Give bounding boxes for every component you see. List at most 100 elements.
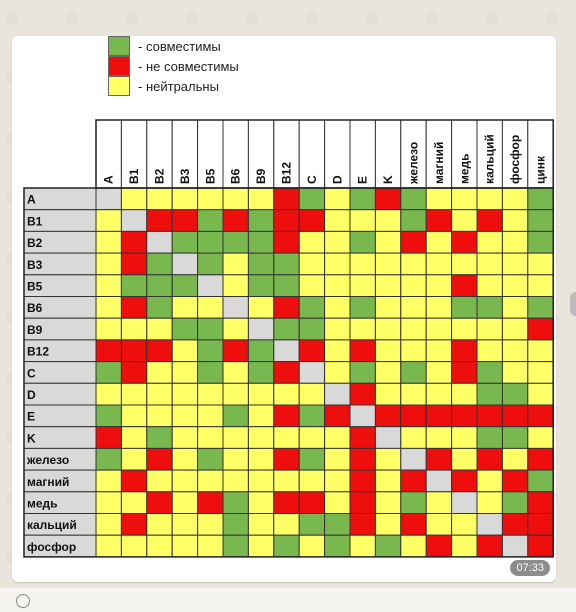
matrix-cell [528, 470, 553, 492]
column-header-label: B2 [153, 168, 167, 184]
matrix-cell [198, 514, 223, 536]
matrix-cell [375, 231, 400, 253]
matrix-cell [325, 427, 350, 449]
matrix-cell [147, 470, 172, 492]
matrix-cell [172, 448, 197, 470]
matrix-cell [426, 210, 451, 232]
matrix-cell [96, 188, 121, 210]
matrix-cell [198, 362, 223, 384]
matrix-cell [375, 188, 400, 210]
matrix-cell [350, 275, 375, 297]
emoji-icon[interactable] [16, 594, 30, 608]
matrix-cell [477, 492, 502, 514]
matrix-cell [274, 253, 299, 275]
matrix-cell [121, 448, 146, 470]
matrix-cell [147, 275, 172, 297]
column-header-label: C [305, 175, 319, 184]
matrix-cell [172, 275, 197, 297]
matrix-cell [350, 210, 375, 232]
matrix-cell [121, 318, 146, 340]
scroll-handle[interactable] [570, 292, 576, 316]
column-header-label: магний [432, 142, 446, 184]
matrix-cell [401, 275, 426, 297]
matrix-cell [147, 210, 172, 232]
matrix-cell [96, 231, 121, 253]
matrix-cell [121, 405, 146, 427]
matrix-cell [96, 253, 121, 275]
matrix-cell [121, 210, 146, 232]
matrix-cell [274, 492, 299, 514]
matrix-cell [147, 405, 172, 427]
matrix-cell [528, 514, 553, 536]
matrix-cell [401, 470, 426, 492]
image-message[interactable]: - совместимы - не совместимы - нейтральн… [12, 36, 556, 582]
matrix-cell [325, 253, 350, 275]
matrix-cell [350, 492, 375, 514]
matrix-cell [325, 231, 350, 253]
matrix-cell [223, 340, 248, 362]
matrix-cell [96, 405, 121, 427]
matrix-cell [502, 188, 527, 210]
matrix-cell [274, 383, 299, 405]
matrix-cell [147, 318, 172, 340]
matrix-cell [274, 405, 299, 427]
matrix-cell [299, 210, 324, 232]
column-header-label: B12 [280, 162, 294, 184]
matrix-cell [325, 470, 350, 492]
matrix-cell [147, 427, 172, 449]
matrix-cell [477, 253, 502, 275]
matrix-cell [248, 514, 273, 536]
matrix-cell [426, 275, 451, 297]
matrix-cell [223, 514, 248, 536]
matrix-cell [502, 514, 527, 536]
matrix-cell [426, 297, 451, 319]
matrix-cell [299, 535, 324, 557]
matrix-cell [248, 470, 273, 492]
matrix-cell [477, 535, 502, 557]
message-input-bar[interactable] [0, 588, 576, 612]
matrix-cell [477, 340, 502, 362]
matrix-cell [375, 297, 400, 319]
matrix-cell [426, 383, 451, 405]
matrix-cell [248, 383, 273, 405]
matrix-cell [172, 210, 197, 232]
row-header-label: B1 [27, 214, 43, 228]
matrix-cell [198, 253, 223, 275]
matrix-cell [147, 383, 172, 405]
matrix-cell [528, 492, 553, 514]
matrix-cell [198, 405, 223, 427]
column-header-label: B9 [254, 168, 268, 184]
matrix-cell [274, 448, 299, 470]
matrix-cell [172, 427, 197, 449]
matrix-cell [401, 448, 426, 470]
matrix-cell [477, 427, 502, 449]
matrix-cell [426, 492, 451, 514]
matrix-cell [147, 340, 172, 362]
matrix-cell [299, 318, 324, 340]
matrix-cell [299, 231, 324, 253]
matrix-cell [401, 253, 426, 275]
matrix-cell [248, 297, 273, 319]
matrix-cell [477, 231, 502, 253]
matrix-cell [198, 340, 223, 362]
matrix-cell [528, 210, 553, 232]
matrix-cell [426, 253, 451, 275]
matrix-cell [147, 448, 172, 470]
matrix-cell [147, 253, 172, 275]
matrix-cell [223, 535, 248, 557]
matrix-cell [452, 253, 477, 275]
matrix-cell [375, 535, 400, 557]
matrix-cell [121, 340, 146, 362]
matrix-cell [248, 427, 273, 449]
matrix-cell [223, 253, 248, 275]
matrix-cell [96, 210, 121, 232]
matrix-cell [375, 362, 400, 384]
matrix-cell [375, 405, 400, 427]
matrix-cell [401, 514, 426, 536]
matrix-cell [299, 275, 324, 297]
matrix-cell [223, 362, 248, 384]
row-header-label: A [27, 193, 36, 207]
matrix-cell [147, 297, 172, 319]
matrix-cell [121, 275, 146, 297]
matrix-cell [401, 231, 426, 253]
